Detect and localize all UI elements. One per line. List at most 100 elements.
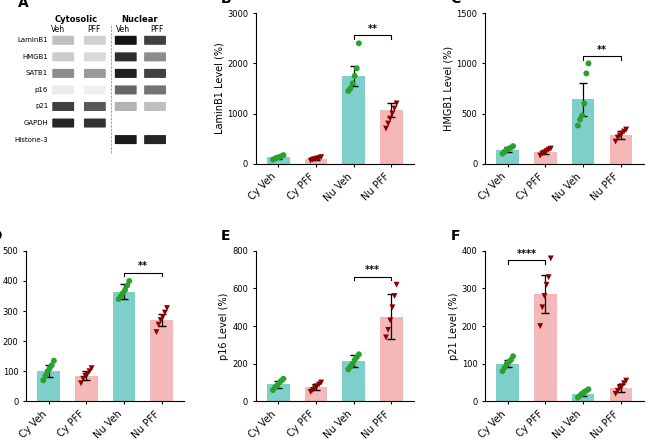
Point	[352, 65, 362, 72]
Point	[577, 112, 588, 119]
FancyBboxPatch shape	[144, 69, 166, 78]
Text: ***: ***	[365, 265, 380, 275]
FancyBboxPatch shape	[52, 69, 74, 78]
FancyBboxPatch shape	[144, 36, 166, 45]
Point	[610, 138, 621, 145]
Point	[44, 365, 55, 372]
Point	[268, 386, 278, 393]
Bar	[305, 159, 327, 164]
Point	[116, 292, 126, 299]
Bar	[305, 387, 327, 401]
Bar	[267, 157, 289, 164]
Point	[120, 287, 130, 294]
Point	[612, 134, 623, 141]
Point	[42, 368, 53, 375]
Point	[621, 126, 631, 133]
Point	[537, 304, 547, 311]
Bar	[572, 394, 595, 401]
FancyBboxPatch shape	[144, 102, 166, 111]
Point	[314, 155, 324, 162]
Bar	[380, 110, 402, 164]
FancyBboxPatch shape	[84, 36, 106, 45]
Bar	[497, 364, 519, 401]
Y-axis label: p16 Level (%): p16 Level (%)	[219, 292, 229, 360]
Point	[354, 351, 364, 358]
FancyBboxPatch shape	[84, 86, 106, 94]
Point	[114, 295, 124, 303]
Point	[612, 387, 623, 394]
FancyBboxPatch shape	[52, 119, 74, 127]
Point	[38, 377, 49, 384]
Text: p21: p21	[35, 104, 48, 109]
Point	[541, 148, 552, 155]
Point	[575, 116, 585, 123]
Point	[383, 326, 393, 333]
Text: PFF: PFF	[151, 25, 164, 34]
FancyBboxPatch shape	[144, 135, 166, 144]
Point	[314, 381, 324, 388]
Text: A: A	[18, 0, 29, 10]
Point	[581, 70, 592, 77]
Point	[309, 156, 320, 163]
Point	[124, 277, 135, 284]
Point	[577, 390, 588, 397]
Point	[504, 358, 514, 365]
Point	[47, 362, 57, 369]
FancyBboxPatch shape	[144, 119, 166, 127]
Text: B: B	[221, 0, 231, 6]
FancyBboxPatch shape	[115, 119, 136, 127]
Text: Nuclear: Nuclear	[122, 15, 159, 24]
Point	[497, 368, 508, 375]
Point	[82, 371, 92, 378]
Text: PFF: PFF	[87, 25, 101, 34]
Point	[502, 146, 512, 153]
Point	[312, 383, 322, 390]
Point	[543, 274, 554, 281]
Point	[40, 372, 51, 379]
Point	[541, 281, 552, 288]
Point	[535, 152, 545, 159]
Point	[617, 130, 627, 137]
Point	[343, 366, 354, 373]
Point	[543, 146, 554, 153]
Text: SATB1: SATB1	[26, 71, 48, 76]
Text: Cytosolic: Cytosolic	[55, 15, 98, 24]
Text: p16: p16	[35, 87, 48, 93]
Point	[545, 255, 556, 262]
Point	[615, 385, 625, 392]
Bar	[380, 317, 402, 401]
Bar	[150, 320, 173, 401]
Point	[122, 282, 133, 289]
Point	[162, 305, 172, 312]
Text: E: E	[221, 229, 230, 243]
Point	[155, 317, 166, 324]
Bar	[534, 294, 557, 401]
Point	[621, 377, 631, 384]
Bar	[343, 361, 365, 401]
Bar	[75, 376, 98, 401]
Bar	[610, 135, 632, 164]
FancyBboxPatch shape	[144, 52, 166, 61]
Point	[499, 148, 510, 155]
Point	[615, 132, 625, 139]
FancyBboxPatch shape	[52, 102, 74, 111]
Point	[350, 72, 360, 79]
Point	[391, 281, 402, 288]
Point	[387, 304, 398, 311]
FancyBboxPatch shape	[115, 36, 136, 45]
Point	[160, 309, 170, 316]
Bar	[497, 149, 519, 164]
Y-axis label: LaminB1 Level (%): LaminB1 Level (%)	[214, 43, 224, 135]
FancyBboxPatch shape	[52, 52, 74, 61]
Point	[347, 360, 358, 367]
FancyBboxPatch shape	[84, 135, 106, 144]
Point	[151, 329, 162, 336]
Text: Histone-3: Histone-3	[14, 137, 48, 142]
Point	[354, 40, 364, 47]
Point	[345, 85, 356, 92]
Point	[350, 356, 360, 363]
FancyBboxPatch shape	[84, 102, 106, 111]
Text: Veh: Veh	[51, 25, 65, 34]
Point	[383, 120, 393, 127]
Point	[581, 387, 592, 394]
